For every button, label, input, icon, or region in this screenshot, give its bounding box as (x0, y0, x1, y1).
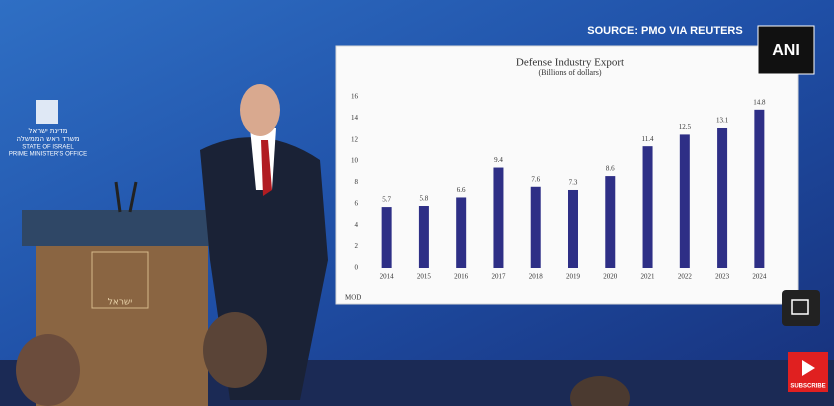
microphone (128, 181, 138, 213)
value-label: 13.1 (716, 117, 729, 125)
speaker-tie (261, 140, 272, 196)
y-tick-label: 4 (355, 221, 359, 229)
x-tick-label: 2019 (566, 273, 581, 281)
subscribe-text[interactable]: SUBSCRIBE (790, 384, 825, 390)
source-credit: SOURCE: PMO VIA REUTERS (587, 25, 742, 37)
y-tick-label: 14 (351, 114, 359, 122)
emblem-text: PRIME MINISTER'S OFFICE (9, 152, 87, 158)
speaker-head (240, 84, 280, 136)
bar (530, 186, 541, 268)
bar (456, 197, 467, 268)
value-label: 7.6 (531, 175, 540, 183)
y-tick-label: 0 (355, 264, 359, 272)
emblem-text: STATE OF ISRAEL (22, 145, 74, 151)
expand-icon (791, 299, 809, 315)
plot: 0 2 4 6 8 10 12 14 16 2014 5.7 2015 5.8 2016 6.6 2017 9.… (351, 93, 767, 281)
podium-text: ישראל (108, 298, 133, 308)
x-tick-label: 2022 (678, 273, 693, 281)
bar (418, 206, 429, 268)
audience (203, 312, 267, 388)
x-tick-label: 2021 (641, 273, 656, 281)
emblem-icon (36, 100, 58, 124)
bar (568, 189, 578, 268)
value-label: 9.4 (494, 156, 503, 164)
value-label: 8.6 (606, 165, 615, 173)
emblem-text: משרד ראש הממשלה (16, 135, 79, 143)
y-tick-label: 10 (351, 157, 359, 165)
microphone (114, 181, 122, 213)
audience (16, 334, 80, 406)
value-label: 6.6 (457, 186, 466, 194)
value-label: 5.8 (420, 195, 429, 203)
chart-subtitle: (Billions of dollars) (538, 68, 601, 77)
chart-screen (335, 45, 799, 305)
bar (381, 207, 392, 268)
value-label: 12.5 (679, 123, 692, 131)
agency-logo-text: ANI (772, 42, 800, 59)
bar (605, 176, 616, 268)
x-tick-label: 2024 (752, 273, 767, 281)
agency-logo (757, 25, 815, 75)
chart-title: Defense Industry Export (516, 57, 624, 69)
bar (717, 127, 728, 269)
source-note: MOD (345, 294, 361, 302)
audience (570, 376, 630, 406)
y-tick-label: 2 (355, 242, 359, 250)
x-tick-label: 2015 (417, 273, 432, 281)
expand-button[interactable] (782, 290, 820, 326)
x-tick-label: 2020 (603, 273, 618, 281)
y-tick-label: 12 (351, 135, 359, 143)
bar (493, 167, 504, 268)
x-tick-label: 2018 (529, 273, 544, 281)
x-tick-label: 2017 (491, 273, 506, 281)
x-tick-label: 2016 (454, 273, 469, 281)
x-tick-label: 2014 (380, 273, 395, 281)
bar (642, 146, 653, 268)
x-tick-label: 2023 (715, 273, 730, 281)
y-tick-label: 8 (355, 178, 359, 186)
bar (754, 109, 765, 268)
value-label: 14.8 (753, 98, 766, 106)
podium-top (22, 210, 222, 246)
emblem-text: מדינת ישראל (29, 127, 68, 135)
value-label: 7.3 (569, 179, 578, 187)
play-icon (802, 360, 815, 376)
value-label: 5.7 (382, 196, 391, 204)
podium-emblem (91, 251, 149, 309)
bar (679, 134, 690, 268)
value-label: 11.4 (642, 135, 654, 143)
y-tick-label: 16 (351, 93, 359, 101)
y-tick-label: 6 (355, 199, 359, 207)
